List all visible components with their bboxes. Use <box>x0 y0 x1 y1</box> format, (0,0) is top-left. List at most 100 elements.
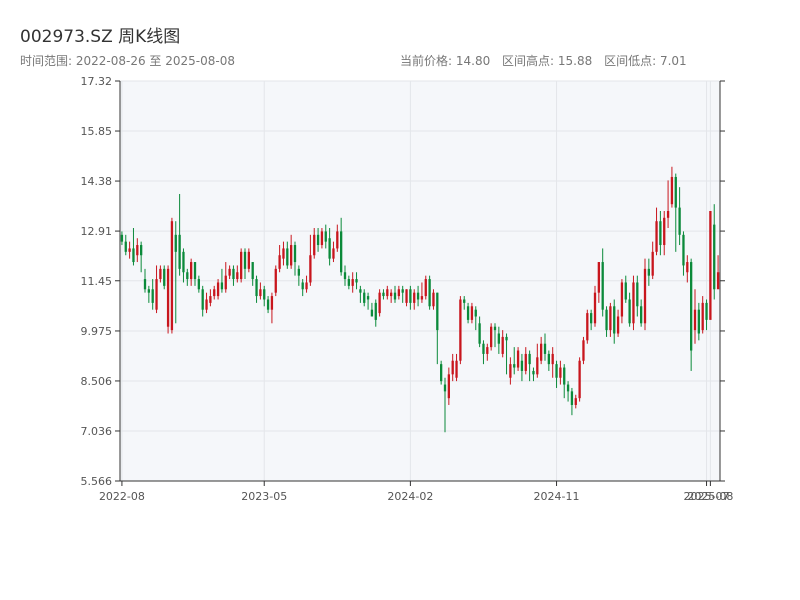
candle-body <box>240 251 243 280</box>
y-tick-label: 12.91 <box>81 225 113 238</box>
candle-body <box>547 353 550 365</box>
candle-body <box>632 282 635 324</box>
candle-body <box>393 292 397 300</box>
candle-body <box>293 245 297 263</box>
candle-body <box>532 370 535 375</box>
candle-body <box>205 299 208 310</box>
candle-body <box>151 289 154 303</box>
candle-body <box>682 234 685 266</box>
current-price: 当前价格: 14.80 <box>400 54 491 68</box>
candle-body <box>413 292 416 303</box>
candle-body <box>563 367 566 385</box>
candle-body <box>555 364 558 378</box>
candle-body <box>409 289 412 303</box>
candle-body <box>166 268 170 327</box>
x-tick-label: 2025-08 <box>687 490 733 503</box>
y-tick-label: 9.975 <box>81 325 113 338</box>
candle-body <box>590 313 593 324</box>
candle-body <box>520 360 524 371</box>
candle-body <box>686 262 689 273</box>
candle-body <box>124 241 127 252</box>
range-high: 区间高点: 15.88 <box>502 54 593 68</box>
candle-body <box>401 289 404 293</box>
candle-body <box>451 360 454 375</box>
candle-body <box>190 262 193 280</box>
candle-body <box>228 268 231 276</box>
candle-body <box>540 343 543 361</box>
candle-body <box>482 343 485 354</box>
candle-body <box>159 268 162 280</box>
candle-body <box>136 245 139 256</box>
candle-body <box>620 282 624 317</box>
candle-body <box>432 292 435 307</box>
candle-body <box>416 292 420 300</box>
candle-body <box>497 333 500 344</box>
candle-body <box>247 251 250 269</box>
candle-body <box>636 282 639 307</box>
candle-body <box>128 248 131 252</box>
price-stats: 当前价格: 14.80 区间高点: 15.88 区间低点: 7.01 <box>400 52 695 69</box>
candle-body <box>405 289 408 303</box>
candle-body <box>674 176 677 208</box>
candle-body <box>363 292 366 303</box>
x-tick-label: 2024-02 <box>387 490 433 503</box>
candle-body <box>390 292 393 297</box>
candle-body <box>336 231 339 249</box>
y-tick-label: 7.036 <box>81 425 113 438</box>
candle-body <box>593 292 597 324</box>
candle-body <box>170 221 174 331</box>
candle-body <box>501 336 504 354</box>
candle-body <box>459 299 462 361</box>
candle-body <box>320 231 324 246</box>
candle-body <box>436 292 439 331</box>
candle-body <box>516 350 520 368</box>
candle-body <box>378 292 381 314</box>
candle-body <box>266 299 270 310</box>
candle-body <box>628 299 631 324</box>
candle-body <box>178 234 181 269</box>
candle-body <box>524 353 527 371</box>
candle-body <box>163 268 166 286</box>
candle-body <box>305 282 308 290</box>
y-tick-label: 11.45 <box>81 275 113 288</box>
candle-body <box>278 255 281 269</box>
candle-body <box>701 302 704 331</box>
candle-body <box>643 268 647 324</box>
y-tick-label: 15.85 <box>81 125 113 138</box>
candle-body <box>463 299 466 303</box>
candle-body <box>359 289 362 293</box>
candle-body <box>509 364 512 378</box>
candle-body <box>466 306 470 320</box>
candle-body <box>297 268 300 276</box>
candle-body <box>663 217 666 246</box>
candle-body <box>570 391 574 405</box>
candle-body <box>209 296 212 303</box>
axes <box>115 80 725 486</box>
candle-body <box>193 262 197 280</box>
candle-body <box>493 326 497 331</box>
candle-body <box>301 282 304 290</box>
candle-body <box>420 296 424 300</box>
candle-body <box>690 262 693 351</box>
candle-body <box>443 384 447 392</box>
candle-body <box>697 309 700 334</box>
candle-body <box>224 275 227 290</box>
candle-body <box>374 302 377 320</box>
candle-body <box>447 374 450 399</box>
candle-body <box>624 282 627 300</box>
candle-body <box>355 279 358 283</box>
candle-body <box>236 272 239 280</box>
candle-body <box>474 309 477 317</box>
candle-body <box>543 343 547 354</box>
candle-body <box>309 255 312 283</box>
candle-body <box>601 262 604 310</box>
x-axis-labels: 2022-08 2023-05 2024-02 2024-11 2025-072025-… <box>99 490 733 503</box>
candle-body <box>286 248 289 266</box>
candle-body <box>270 296 274 310</box>
candle-body <box>578 360 581 399</box>
candle-body <box>216 282 220 297</box>
candle-body <box>670 176 674 205</box>
y-tick-label: 5.566 <box>81 475 113 488</box>
candle-body <box>328 238 331 259</box>
candle-body <box>678 207 681 235</box>
